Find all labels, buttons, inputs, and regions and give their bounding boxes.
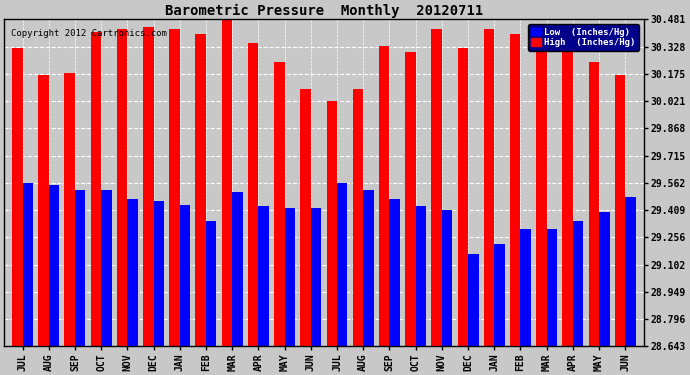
Bar [326,102,337,346]
Bar [310,208,322,346]
Bar [154,201,164,346]
Bar [49,185,59,346]
Bar [415,206,426,346]
Bar [38,75,49,346]
Legend: Low  (Inches/Hg), High  (Inches/Hg): Low (Inches/Hg), High (Inches/Hg) [528,24,639,51]
Bar [389,199,400,346]
Bar [520,230,531,346]
Bar [337,183,348,346]
Bar [363,190,374,346]
Bar [353,89,363,346]
Bar [258,206,269,346]
Bar [615,75,625,346]
Bar [117,28,128,346]
Bar [195,34,206,346]
Bar [562,43,573,346]
Bar [248,43,258,346]
Bar [180,205,190,346]
Bar [457,48,468,346]
Bar [546,230,557,346]
Bar [510,34,520,346]
Bar [101,190,112,346]
Bar [484,28,494,346]
Bar [405,52,415,346]
Bar [494,244,505,346]
Title: Barometric Pressure  Monthly  20120711: Barometric Pressure Monthly 20120711 [165,4,483,18]
Bar [300,89,310,346]
Bar [536,27,546,346]
Bar [468,254,479,346]
Bar [75,190,86,346]
Bar [589,62,599,346]
Bar [232,192,243,346]
Bar [12,48,23,346]
Bar [599,211,609,346]
Bar [573,220,583,346]
Bar [431,28,442,346]
Bar [625,198,635,346]
Text: Copyright 2012 Cartronics.com: Copyright 2012 Cartronics.com [10,29,166,38]
Bar [379,46,389,346]
Bar [206,220,217,346]
Bar [442,210,453,346]
Bar [128,199,138,346]
Bar [23,183,33,346]
Bar [169,28,180,346]
Bar [143,27,154,346]
Bar [64,73,75,346]
Bar [274,62,284,346]
Bar [221,20,232,346]
Bar [284,208,295,346]
Bar [90,32,101,346]
